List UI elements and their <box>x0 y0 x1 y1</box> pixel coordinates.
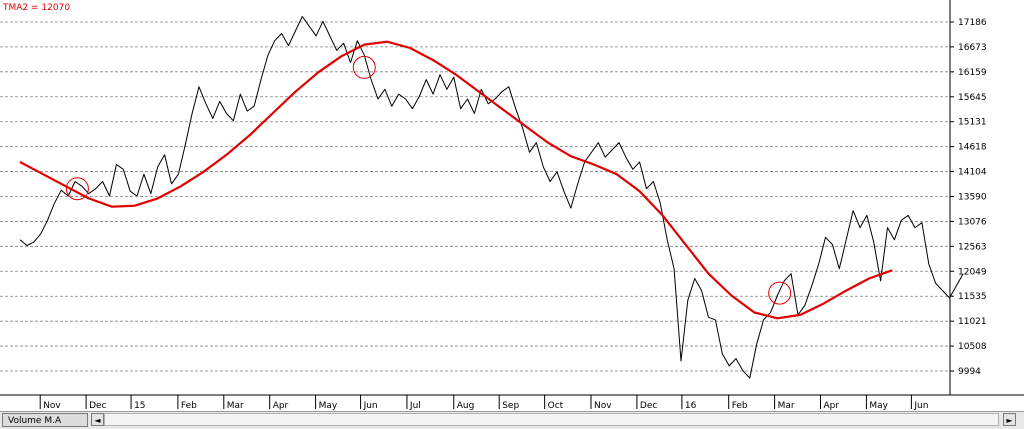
x-tick-label: Dec <box>89 401 106 411</box>
y-tick-label: 17186 <box>958 18 987 28</box>
crossover-marker <box>353 56 375 78</box>
series-line-tma2 <box>20 42 892 319</box>
x-tick-label: May <box>869 401 888 411</box>
chart-series <box>20 17 963 379</box>
y-tick-label: 12563 <box>958 242 987 252</box>
x-tick-label: Mar <box>227 401 244 411</box>
chart-frame <box>0 0 1024 395</box>
y-tick-label: 15645 <box>958 93 987 103</box>
y-axis-labels: 17186 16673 16159 15645 15131 14618 14104 13590… <box>950 18 987 377</box>
y-tick-label: 11535 <box>958 292 987 302</box>
x-tick-label: Mar <box>778 401 795 411</box>
x-tick-label: Jun <box>363 401 378 411</box>
y-tick-label: 14618 <box>958 143 987 153</box>
x-tick-label: Apr <box>273 401 289 411</box>
y-tick-label: 10508 <box>958 342 987 352</box>
x-tick-label: Jul <box>409 401 421 411</box>
crossover-marker <box>769 282 791 304</box>
chart-grid <box>0 22 950 371</box>
tab-volume-ma[interactable]: Volume M.A <box>2 413 88 427</box>
x-tick-label: Aug <box>457 401 475 411</box>
legend-tma2: TMA2 = 12070 <box>2 3 70 13</box>
x-tick-label: Dec <box>640 401 657 411</box>
y-tick-label: 14104 <box>958 168 987 178</box>
y-tick-label: 15131 <box>958 118 987 128</box>
x-tick-label: 16 <box>685 401 697 411</box>
x-tick-label: Feb <box>732 401 748 411</box>
y-tick-label: 9994 <box>958 367 981 377</box>
x-tick-label: Nov <box>594 401 612 411</box>
y-tick-label: 16673 <box>958 43 987 53</box>
bottom-toolbar: Volume M.A ◄ ► <box>0 411 1024 429</box>
x-tick-label: May <box>319 401 338 411</box>
price-chart: 17186 16673 16159 15645 15131 14618 14104 13590… <box>0 0 1024 411</box>
y-tick-label: 16159 <box>958 68 987 78</box>
x-tick-label: 15 <box>134 401 145 411</box>
y-tick-label: 13590 <box>958 193 987 203</box>
y-tick-label: 11021 <box>958 317 987 327</box>
x-axis-labels: Nov Dec 15 Feb Mar Apr May Jun Jul Aug Sep Oct Nov De… <box>40 395 928 411</box>
horizontal-scrollbar[interactable] <box>104 413 999 426</box>
scroll-left-button[interactable]: ◄ <box>91 413 104 426</box>
x-tick-label: Feb <box>181 401 197 411</box>
x-tick-label: Sep <box>502 401 519 411</box>
x-tick-label: Jun <box>913 401 928 411</box>
x-tick-label: Oct <box>548 401 564 411</box>
x-tick-label: Apr <box>823 401 839 411</box>
y-tick-label: 13076 <box>958 217 987 227</box>
chart-markers <box>66 56 790 304</box>
x-tick-label: Nov <box>43 401 61 411</box>
scroll-right-button[interactable]: ► <box>1003 413 1016 426</box>
